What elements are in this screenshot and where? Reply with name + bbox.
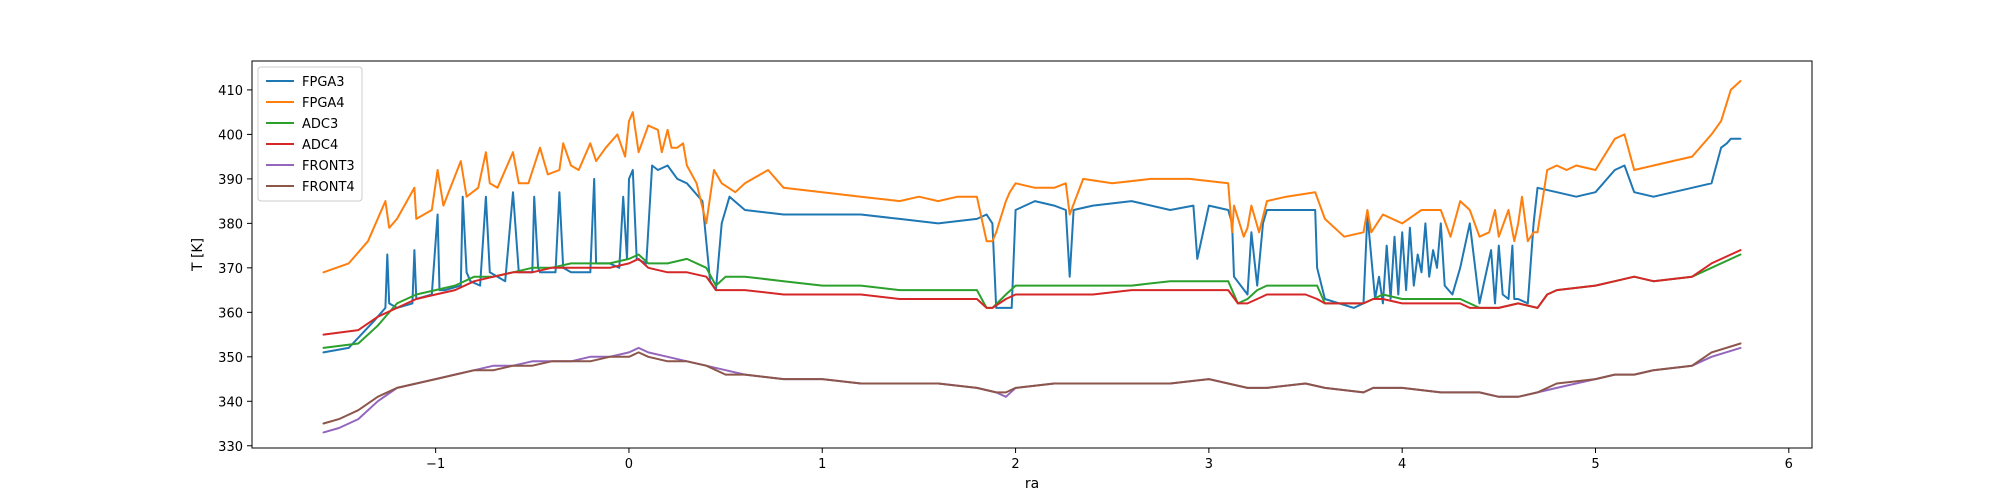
legend: FPGA3 FPGA4 ADC3 ADC4 FRONT3 FRONT4 [257, 66, 363, 202]
legend-label-adc4: ADC4 [302, 138, 338, 153]
legend-label-fpga4: FPGA4 [302, 96, 345, 111]
x-tick-label: 2 [1011, 457, 1019, 472]
x-tick-label: 6 [1785, 457, 1793, 472]
series-line-fpga4 [322, 80, 1742, 274]
plot-area [322, 80, 1742, 434]
series-line-adc4 [322, 249, 1742, 336]
y-tick-label: 360 [218, 306, 243, 321]
legend-label-front4: FRONT4 [302, 180, 355, 195]
x-tick-label: −1 [426, 457, 445, 472]
series-line-front4 [322, 342, 1742, 425]
x-tick-label: 3 [1205, 457, 1213, 472]
legend-box [257, 66, 363, 202]
x-axis-label: ra [1025, 476, 1039, 492]
x-tick-label: 1 [818, 457, 826, 472]
y-tick-label: 380 [218, 217, 243, 232]
axes: −1 0 1 2 3 4 5 6 330 340 350 360 370 380 390 400 410 ra T … [190, 60, 1813, 492]
legend-label-adc3: ADC3 [302, 117, 338, 132]
axes-frame [251, 60, 1813, 449]
legend-label-front3: FRONT3 [302, 159, 355, 174]
y-tick-label: 400 [218, 128, 243, 143]
y-tick-label: 350 [218, 351, 243, 366]
x-tick-label: 0 [625, 457, 633, 472]
x-tick-label: 4 [1398, 457, 1406, 472]
legend-label-fpga3: FPGA3 [302, 75, 345, 90]
y-tick-label: 390 [218, 173, 243, 188]
y-axis-label: T [K] [190, 238, 206, 272]
series-line-fpga3 [322, 137, 1742, 354]
y-tick-label: 370 [218, 262, 243, 277]
x-tick-label: 5 [1591, 457, 1599, 472]
y-tick-label: 340 [218, 395, 243, 410]
y-tick-label: 410 [218, 84, 243, 99]
y-tick-label: 330 [218, 440, 243, 455]
